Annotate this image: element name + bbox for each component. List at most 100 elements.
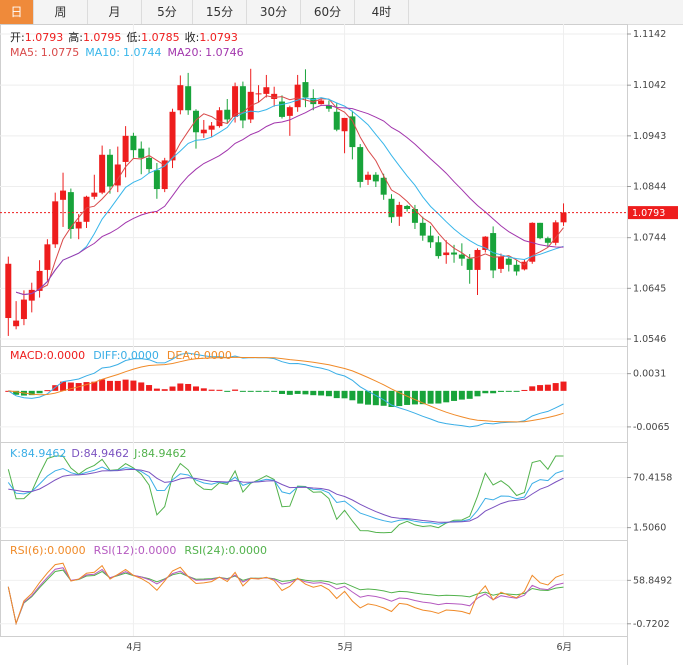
macd-bar bbox=[466, 390, 473, 399]
macd-bar bbox=[286, 390, 293, 395]
kdj-tick-label: 1.5060 bbox=[633, 523, 666, 534]
tab-6[interactable]: 60分 bbox=[301, 0, 355, 24]
candle-body bbox=[200, 129, 207, 134]
macd-bar bbox=[380, 390, 387, 406]
macd-bar bbox=[537, 385, 544, 391]
ma5-line bbox=[15, 95, 564, 296]
candle-body bbox=[255, 93, 262, 95]
price-tick-label: 1.0546 bbox=[633, 334, 666, 345]
macd-bar bbox=[216, 389, 223, 391]
macd-bar bbox=[349, 390, 356, 401]
current-price-label: 1.0793 bbox=[632, 208, 665, 219]
candle-body bbox=[146, 157, 153, 170]
macd-bar bbox=[521, 389, 528, 391]
candle-body bbox=[388, 198, 395, 218]
j-line bbox=[7, 455, 564, 534]
ma10-line bbox=[15, 97, 564, 296]
ma-header: MA5: 1.0775 MA10: 1.0744 MA20: 1.0746 bbox=[10, 46, 244, 59]
tab-0[interactable]: 日 bbox=[0, 0, 34, 24]
macd-bar bbox=[411, 390, 418, 405]
candle-body bbox=[91, 192, 98, 197]
tab-3[interactable]: 5分 bbox=[142, 0, 193, 24]
candle-body bbox=[537, 222, 544, 239]
macd-bar bbox=[192, 386, 199, 391]
macd-bar bbox=[294, 390, 301, 394]
candle-body bbox=[216, 110, 223, 127]
candle-body bbox=[443, 252, 450, 256]
macd-bar bbox=[552, 383, 559, 391]
macd-bar bbox=[161, 389, 168, 391]
candle-body bbox=[130, 135, 137, 151]
tab-5[interactable]: 30分 bbox=[247, 0, 301, 24]
macd-bar bbox=[474, 390, 481, 397]
candle-body bbox=[239, 86, 246, 121]
candle-body bbox=[560, 212, 567, 223]
macd-bar bbox=[263, 390, 270, 392]
macd-bar bbox=[372, 390, 379, 406]
candle-body bbox=[497, 256, 504, 269]
candle-body bbox=[310, 97, 317, 105]
candle-body bbox=[427, 235, 434, 243]
candle-body bbox=[552, 222, 559, 243]
month-label: 4月 bbox=[126, 642, 142, 653]
macd-bar bbox=[357, 390, 364, 404]
macd-bar bbox=[325, 390, 332, 397]
candle-body bbox=[318, 100, 325, 105]
macd-chart bbox=[5, 352, 567, 428]
macd-bar bbox=[36, 390, 43, 394]
candle-body bbox=[333, 111, 340, 130]
macd-bar bbox=[302, 390, 309, 395]
candle-body bbox=[161, 160, 168, 190]
macd-bar bbox=[114, 380, 121, 391]
price-tick-label: 1.0844 bbox=[633, 182, 666, 193]
macd-bar bbox=[44, 390, 51, 392]
macd-bar bbox=[458, 390, 465, 400]
d-line bbox=[8, 468, 564, 523]
candle-body bbox=[349, 116, 356, 148]
axes: 1.1142 1.1042 1.0943 1.0844 1.0744 1.0645 1.05… bbox=[126, 29, 672, 653]
macd-bar bbox=[544, 384, 551, 391]
candle-body bbox=[192, 110, 199, 133]
macd-bar bbox=[388, 390, 395, 407]
candle-body bbox=[302, 82, 309, 98]
candle-body bbox=[75, 221, 82, 229]
macd-bar bbox=[239, 390, 246, 392]
macd-bar bbox=[60, 381, 67, 391]
rsi12-line bbox=[7, 567, 564, 626]
tab-1[interactable]: 周 bbox=[34, 0, 88, 24]
period-tabs: 日周月 5分 15分 30分 60分 4时 bbox=[0, 0, 683, 25]
candle-body bbox=[419, 222, 426, 236]
candle-body bbox=[208, 125, 215, 130]
candle-body bbox=[365, 174, 372, 180]
rsi24-line bbox=[7, 569, 564, 626]
tab-4[interactable]: 15分 bbox=[193, 0, 247, 24]
candle-body bbox=[490, 233, 497, 271]
macd-header: MACD:0.0000 DIFF:0.0000 DEA:0.0000 bbox=[10, 349, 232, 362]
macd-bar bbox=[513, 390, 520, 392]
macd-bar bbox=[28, 390, 35, 396]
macd-bar bbox=[497, 390, 504, 392]
candle-body bbox=[474, 249, 481, 270]
dea-line bbox=[8, 356, 564, 423]
macd-bar bbox=[177, 383, 184, 391]
macd-bar bbox=[529, 386, 536, 391]
macd-bar bbox=[146, 385, 153, 391]
rsi-chart bbox=[7, 562, 564, 626]
candle-body bbox=[286, 107, 293, 116]
candle-body bbox=[224, 109, 231, 120]
tab-2[interactable]: 月 bbox=[88, 0, 142, 24]
macd-bar bbox=[365, 390, 372, 405]
price-tick-label: 1.0943 bbox=[633, 131, 666, 142]
macd-bar bbox=[560, 381, 567, 391]
macd-bar bbox=[247, 390, 254, 392]
candle-body bbox=[482, 236, 489, 250]
macd-tick-label: 0.0031 bbox=[633, 369, 666, 380]
tab-7[interactable]: 4时 bbox=[355, 0, 409, 24]
candle-body bbox=[341, 117, 348, 132]
chart-svg: 1.1142 1.1042 1.0943 1.0844 1.0744 1.0645 1.05… bbox=[0, 24, 678, 665]
candle-body bbox=[122, 135, 129, 162]
macd-bar bbox=[333, 390, 340, 399]
diff-line bbox=[8, 352, 564, 428]
candle-body bbox=[177, 85, 184, 111]
candle-body bbox=[106, 154, 113, 187]
